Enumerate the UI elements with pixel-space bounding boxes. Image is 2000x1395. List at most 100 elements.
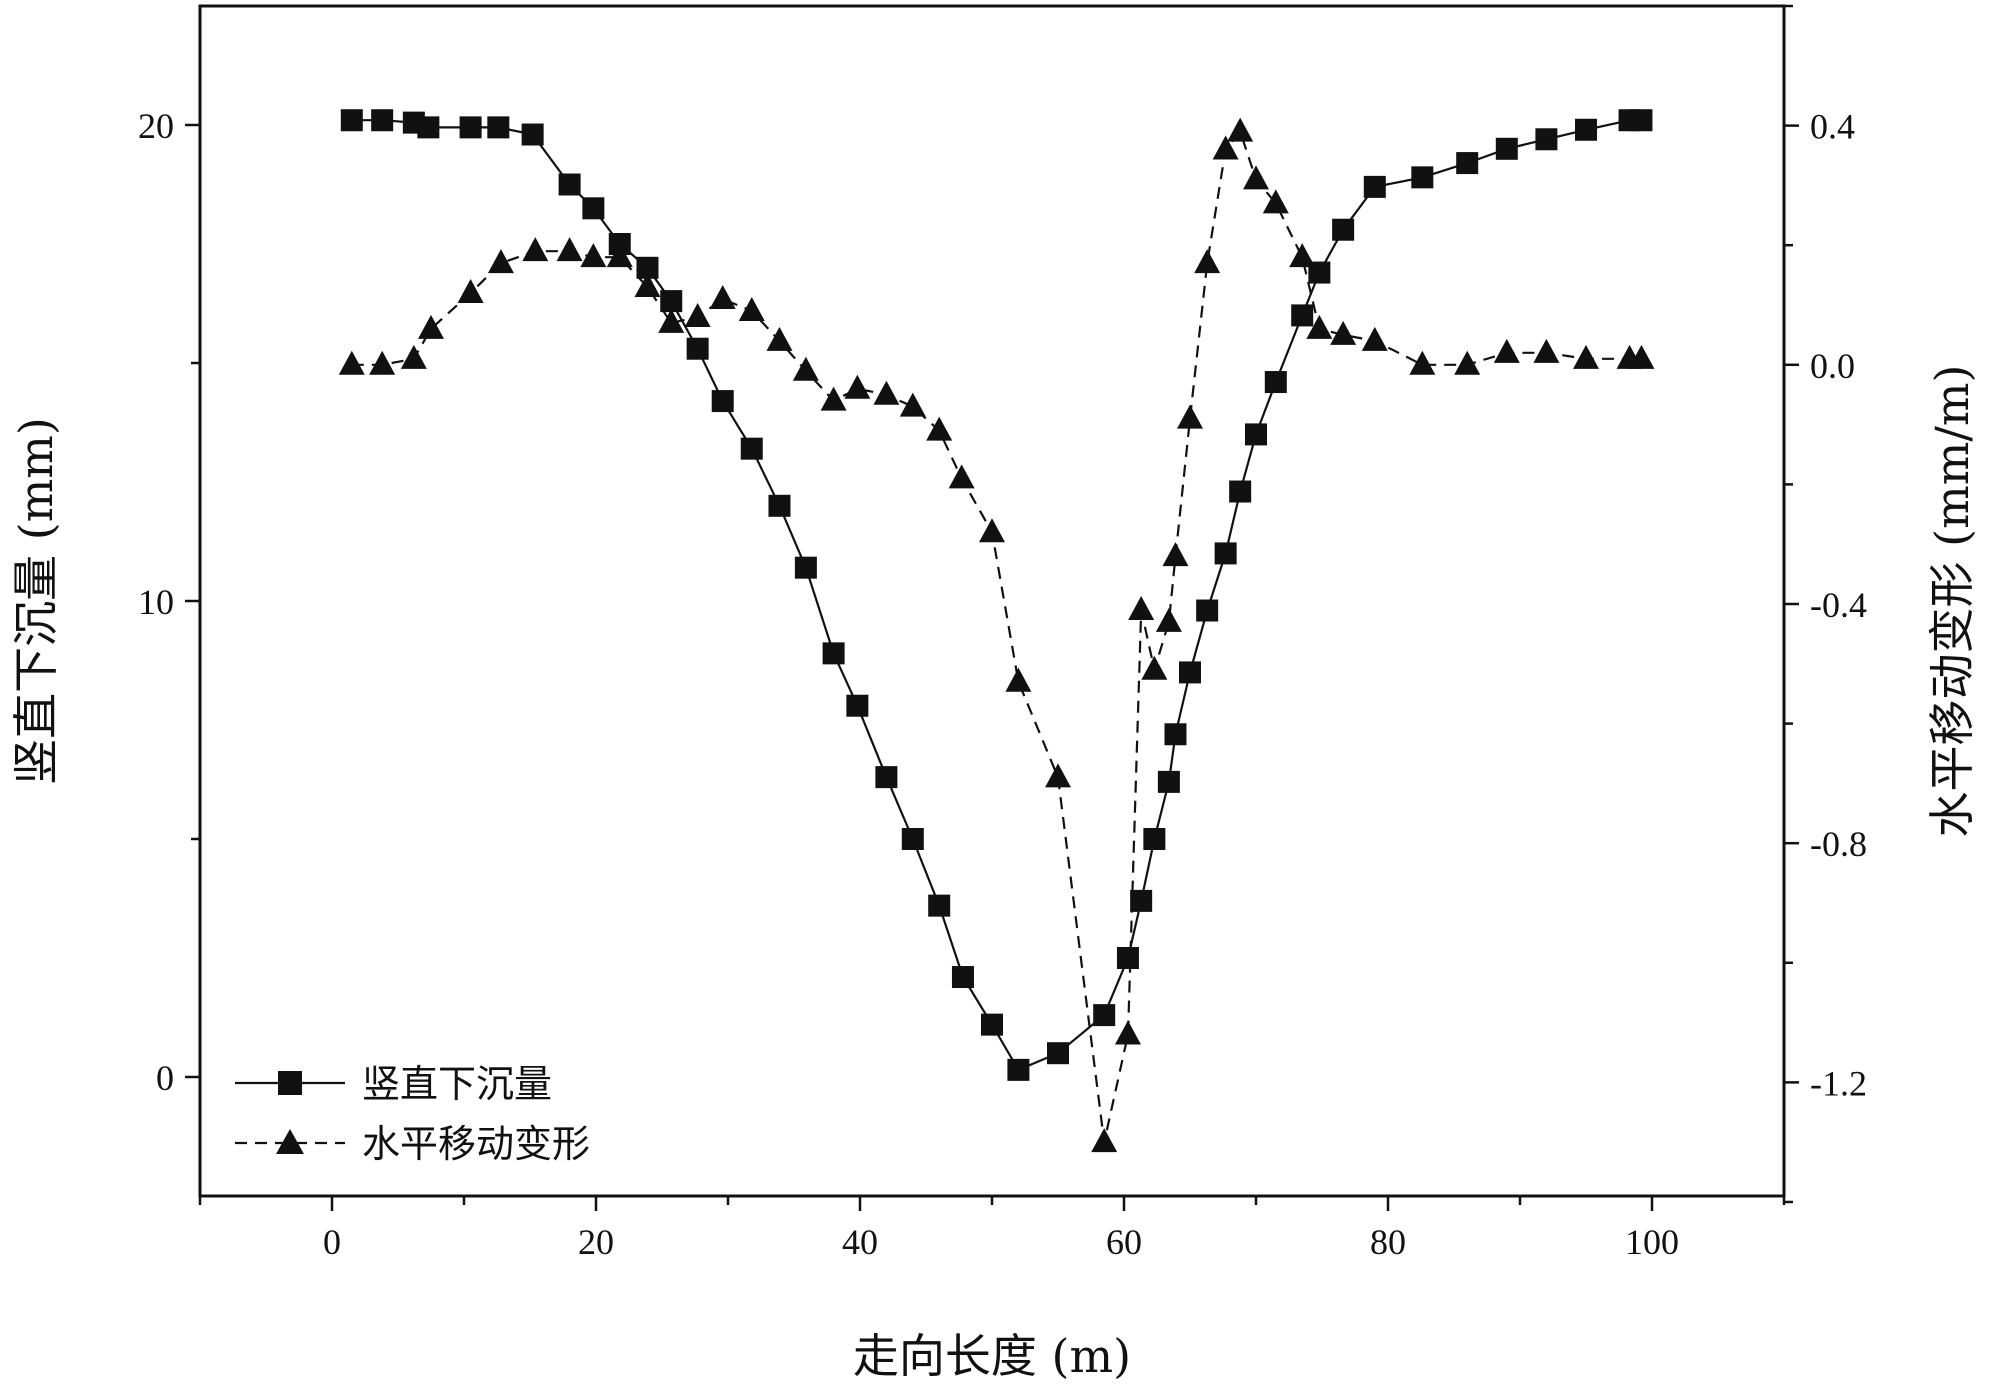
y-left-tick-label: 0 (156, 1058, 174, 1098)
square-marker (1495, 137, 1518, 160)
square-marker (1179, 661, 1201, 684)
triangle-marker (1141, 655, 1168, 680)
square-marker (1630, 109, 1653, 132)
triangle-marker (844, 374, 871, 399)
square-marker (711, 390, 734, 413)
square-marker (1164, 723, 1187, 746)
triangle-marker (1162, 542, 1189, 567)
x-tick-label: 20 (578, 1222, 614, 1262)
square-marker (1157, 770, 1180, 793)
y-left-tick-label: 10 (138, 582, 174, 622)
triangle-marker (457, 279, 484, 304)
triangle-marker (926, 416, 953, 441)
y-right-tick-label: -0.8 (1810, 824, 1867, 864)
triangle-marker (606, 243, 633, 268)
triangle-marker (1493, 338, 1520, 363)
square-marker (1332, 218, 1355, 241)
triangle-marker (634, 273, 661, 298)
square-marker (1116, 947, 1139, 969)
square-marker (686, 337, 709, 360)
triangle-marker (369, 350, 396, 375)
triangle-marker (1194, 249, 1221, 274)
y-right-tick-label: -0.4 (1810, 585, 1867, 625)
triangle-marker (1409, 350, 1436, 375)
square-marker (1047, 1042, 1069, 1065)
square-marker (1229, 480, 1252, 503)
square-marker (1535, 128, 1558, 151)
triangle-marker (580, 243, 607, 268)
triangle-marker (1330, 320, 1357, 345)
square-marker (636, 256, 659, 279)
triangle-marker (522, 237, 549, 262)
triangle-marker (1533, 338, 1560, 363)
square-marker (901, 828, 924, 850)
square-marker (417, 116, 440, 139)
left-y-axis-title: 竖直下沉量 (mm) (9, 417, 63, 785)
triangle-marker (766, 326, 793, 351)
square-marker (1093, 1004, 1116, 1027)
square-marker (951, 966, 974, 989)
triangle-marker (1243, 165, 1269, 190)
triangle-marker (1091, 1128, 1118, 1153)
triangle-marker (556, 237, 583, 262)
triangle-marker (979, 518, 1005, 543)
y-right-tick-label: 0.0 (1810, 346, 1855, 386)
triangle-marker (1005, 667, 1032, 692)
triangle-marker (418, 314, 444, 339)
square-marker (1411, 166, 1434, 189)
right-y-axis-ticks: 0.4 0.0 -0.4 -0.8 -1.2 (1784, 4, 1867, 1204)
triangle-marker (1114, 1020, 1141, 1045)
triangle-marker (1128, 595, 1155, 620)
legend-label-horizontal: 水平移动变形 (362, 1122, 590, 1166)
square-marker (1245, 423, 1267, 446)
x-tick-label: 0 (323, 1222, 341, 1262)
square-marker (1264, 371, 1287, 394)
series-layer (338, 109, 1655, 1153)
x-tick-label: 100 (1625, 1222, 1679, 1262)
square-marker (1456, 152, 1479, 175)
square-marker (822, 642, 845, 665)
square-marker (459, 116, 482, 139)
triangle-marker (400, 344, 427, 369)
square-marker (582, 197, 605, 220)
triangle-marker (684, 302, 711, 327)
square-marker (521, 123, 544, 146)
square-marker (1214, 542, 1237, 565)
x-tick-label: 60 (1106, 1222, 1142, 1262)
square-marker (1007, 1058, 1030, 1081)
triangle-marker (1227, 117, 1254, 142)
triangle-marker (1361, 326, 1388, 351)
triangle-marker (1289, 243, 1316, 268)
right-y-axis-title: 水平移动变形 (mm/m) (1925, 365, 1979, 838)
square-marker (740, 437, 763, 460)
square-marker (1575, 118, 1597, 141)
square-marker (1143, 828, 1166, 850)
triangle-marker (658, 308, 685, 333)
triangle-marker (1262, 189, 1289, 214)
x-axis-ticks: 0 20 40 60 80 100 (198, 1196, 1786, 1262)
legend-label-vertical: 竖直下沉量 (362, 1062, 552, 1106)
square-marker (1196, 599, 1219, 622)
triangle-marker (338, 350, 365, 375)
x-tick-label: 80 (1370, 1222, 1406, 1262)
square-marker (846, 694, 869, 717)
square-marker (558, 173, 581, 196)
triangle-marker (1155, 607, 1182, 632)
square-marker (660, 290, 683, 313)
triangle-marker (1573, 344, 1599, 369)
triangle-marker (1306, 314, 1333, 339)
triangle-marker (738, 296, 765, 321)
triangle-marker (1212, 135, 1239, 160)
x-axis-title: 走向长度 (m) (853, 1329, 1131, 1383)
series-line-0 (351, 119, 1642, 1072)
triangle-marker (709, 285, 736, 310)
square-marker (1363, 175, 1386, 198)
triangle-marker (1454, 350, 1481, 375)
square-marker (371, 109, 394, 132)
triangle-marker (1628, 344, 1655, 369)
square-marker (487, 116, 510, 139)
triangle-marker (948, 464, 975, 489)
legend-marker-square (278, 1071, 302, 1095)
square-marker (875, 766, 898, 789)
